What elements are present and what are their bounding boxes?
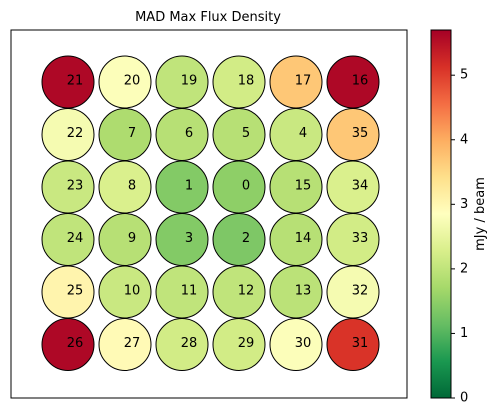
- cell-label-30: 30: [295, 336, 312, 351]
- cell-label-20: 20: [124, 74, 141, 89]
- cell-label-28: 28: [181, 336, 198, 351]
- cell-label-33: 33: [352, 231, 369, 246]
- cell-circle-5: [213, 109, 265, 161]
- cell-label-35: 35: [352, 126, 369, 141]
- chart-title: MAD Max Flux Density: [135, 10, 281, 25]
- cell-label-0: 0: [242, 179, 250, 194]
- cell-label-7: 7: [128, 126, 136, 141]
- colorbar-tick-label-3: 3: [460, 197, 468, 212]
- cell-label-14: 14: [295, 231, 312, 246]
- cell-label-26: 26: [67, 336, 84, 351]
- cell-label-15: 15: [295, 179, 312, 194]
- cell-label-13: 13: [295, 284, 312, 299]
- cell-label-4: 4: [299, 126, 307, 141]
- colorbar-tick-label-5: 5: [460, 68, 468, 83]
- cell-label-23: 23: [67, 179, 84, 194]
- cell-label-5: 5: [242, 126, 250, 141]
- cell-label-9: 9: [128, 231, 136, 246]
- cell-label-32: 32: [352, 284, 369, 299]
- cell-circle-6: [156, 109, 208, 161]
- cell-label-34: 34: [352, 179, 369, 194]
- cell-label-21: 21: [67, 74, 84, 89]
- colorbar-tick-label-2: 2: [460, 261, 468, 276]
- cell-label-8: 8: [128, 179, 136, 194]
- cell-label-12: 12: [238, 284, 255, 299]
- colorbar: [431, 30, 451, 398]
- cell-label-31: 31: [352, 336, 369, 351]
- cell-label-24: 24: [67, 231, 84, 246]
- cell-label-25: 25: [67, 284, 84, 299]
- cell-circle-8: [99, 161, 151, 213]
- cell-circle-7: [99, 109, 151, 161]
- cell-circle-3: [156, 214, 208, 266]
- cell-circle-4: [270, 109, 322, 161]
- cell-label-27: 27: [124, 336, 141, 351]
- cell-label-22: 22: [67, 126, 84, 141]
- cell-label-11: 11: [181, 284, 198, 299]
- colorbar-tick-label-4: 4: [460, 132, 468, 147]
- cell-label-17: 17: [295, 74, 312, 89]
- cell-label-2: 2: [242, 231, 250, 246]
- cell-circle-0: [213, 161, 265, 213]
- cell-circle-9: [99, 214, 151, 266]
- cell-circle-1: [156, 161, 208, 213]
- cell-label-1: 1: [185, 179, 193, 194]
- cell-label-19: 19: [181, 74, 198, 89]
- colorbar-tick-label-0: 0: [460, 391, 468, 406]
- colorbar-tick-label-1: 1: [460, 326, 468, 341]
- cell-label-29: 29: [238, 336, 255, 351]
- cell-circle-2: [213, 214, 265, 266]
- cell-label-16: 16: [352, 74, 369, 89]
- colorbar-ticks: 0 1 2 3 4 5: [451, 68, 468, 406]
- cell-label-18: 18: [238, 74, 255, 89]
- cell-label-10: 10: [124, 284, 141, 299]
- cell-label-3: 3: [185, 231, 193, 246]
- colorbar-label: mJy / beam: [473, 177, 488, 251]
- cell-label-6: 6: [185, 126, 193, 141]
